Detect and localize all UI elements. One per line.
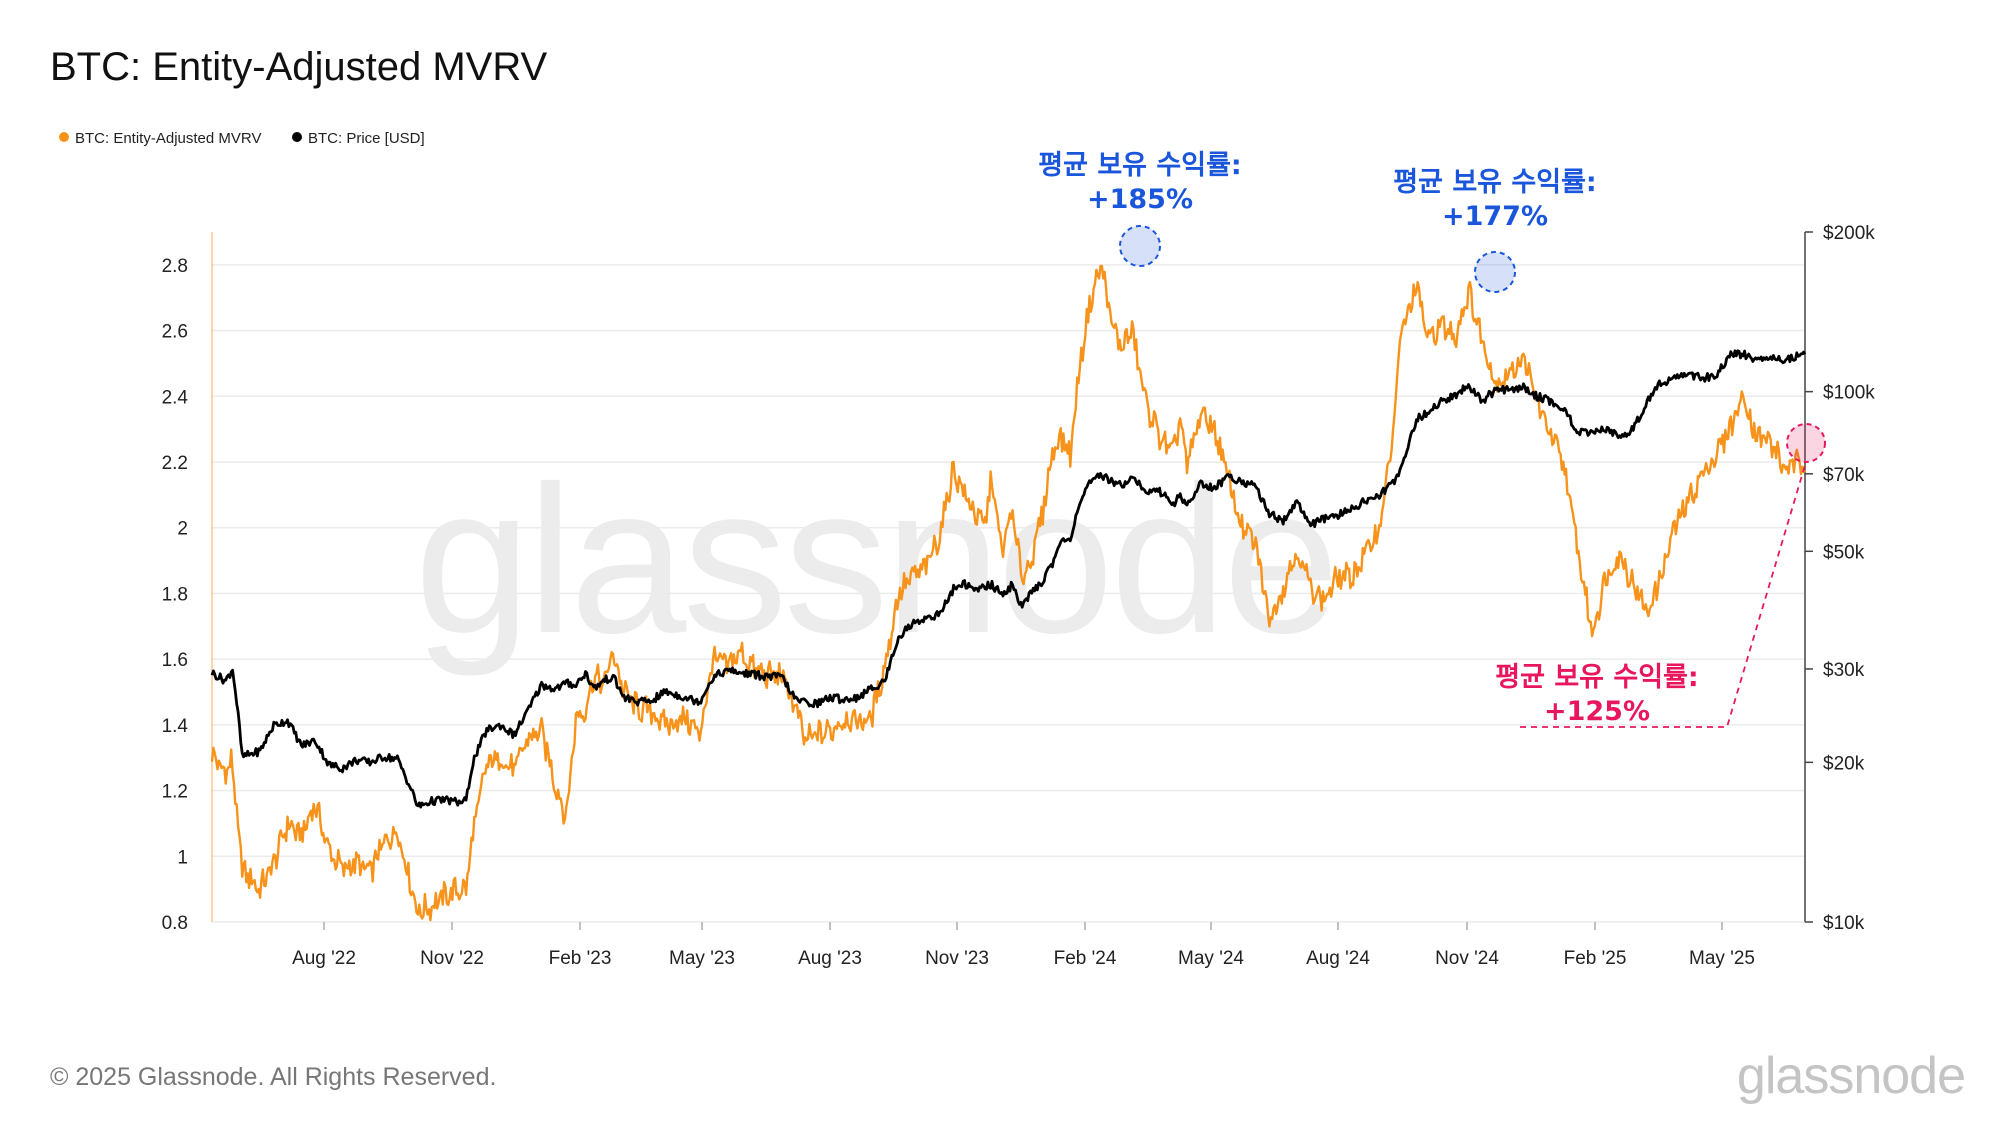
x-tick-label: May '23 — [669, 948, 735, 969]
right-tick-label: $200k — [1823, 223, 1875, 244]
right-tick-label: $100k — [1823, 383, 1875, 404]
peak-marker-2 — [1474, 251, 1516, 293]
right-tick-label: $50k — [1823, 542, 1865, 563]
price-line — [210, 349, 1807, 809]
x-tick-label: Feb '25 — [1564, 948, 1627, 969]
left-tick-label: 1.8 — [162, 584, 188, 605]
brand-logo: glassnode — [1737, 1047, 1965, 1105]
annotation-2-value: +177% — [1442, 201, 1548, 232]
annotation-3-label: 평균 보유 수익률: — [1495, 662, 1698, 693]
legend-label-mvrv: BTC: Entity-Adjusted MVRV — [75, 130, 261, 147]
right-tick-label: $20k — [1823, 753, 1865, 774]
peak-marker-1 — [1119, 225, 1161, 267]
copyright: © 2025 Glassnode. All Rights Reserved. — [50, 1063, 496, 1091]
left-axis: 0.8 1 1.2 1.4 1.6 1.8 2 2.2 2.4 2.6 2.8 — [162, 256, 189, 934]
annotation-2-label: 평균 보유 수익률: — [1393, 167, 1596, 198]
x-tick-label: Feb '23 — [549, 948, 612, 969]
right-tick-label: $70k — [1823, 465, 1865, 486]
x-tick-label: Aug '24 — [1306, 948, 1370, 969]
annotation-1-value: +185% — [1087, 184, 1193, 215]
left-tick-label: 2.4 — [162, 387, 189, 408]
left-tick-label: 2.8 — [162, 256, 188, 277]
right-tick-label: $30k — [1823, 660, 1865, 681]
left-tick-label: 1.6 — [162, 650, 188, 671]
legend: BTC: Entity-Adjusted MVRV BTC: Price [US… — [59, 130, 425, 147]
legend-label-price: BTC: Price [USD] — [308, 130, 425, 147]
x-axis: Aug '22 Nov '22 Feb '23 May '23 Aug '23 Nov '… — [292, 922, 1755, 969]
x-tick-label: Nov '24 — [1435, 948, 1499, 969]
x-tick-label: May '24 — [1178, 948, 1244, 969]
right-axis: $10k $20k $30k $50k $70k $100k $200k — [1805, 223, 1875, 934]
x-tick-label: Nov '22 — [420, 948, 484, 969]
legend-swatch-price — [292, 132, 302, 142]
annotation-3-value: +125% — [1544, 696, 1650, 727]
left-tick-label: 2.2 — [162, 453, 188, 474]
current-callout-line — [1520, 461, 1807, 728]
left-tick-label: 1.2 — [162, 782, 188, 803]
x-tick-label: May '25 — [1689, 948, 1755, 969]
x-tick-label: Nov '23 — [925, 948, 989, 969]
left-tick-label: 0.8 — [162, 913, 188, 934]
chart-title: BTC: Entity-Adjusted MVRV — [50, 45, 548, 89]
current-marker — [1786, 423, 1826, 463]
watermark: glassnode — [414, 442, 1335, 677]
left-tick-label: 2.6 — [162, 322, 188, 343]
left-tick-label: 2 — [177, 519, 188, 540]
series-layer — [210, 264, 1807, 922]
left-tick-label: 1.4 — [162, 716, 189, 737]
left-tick-label: 1 — [177, 847, 188, 868]
right-tick-label: $10k — [1823, 913, 1865, 934]
x-tick-label: Aug '22 — [292, 948, 356, 969]
annotation-1-label: 평균 보유 수익률: — [1038, 150, 1241, 181]
mvrv-line — [210, 264, 1806, 922]
x-tick-label: Feb '24 — [1054, 948, 1117, 969]
gridlines — [212, 264, 1805, 923]
legend-swatch-mvrv — [59, 132, 69, 142]
x-tick-label: Aug '23 — [798, 948, 862, 969]
